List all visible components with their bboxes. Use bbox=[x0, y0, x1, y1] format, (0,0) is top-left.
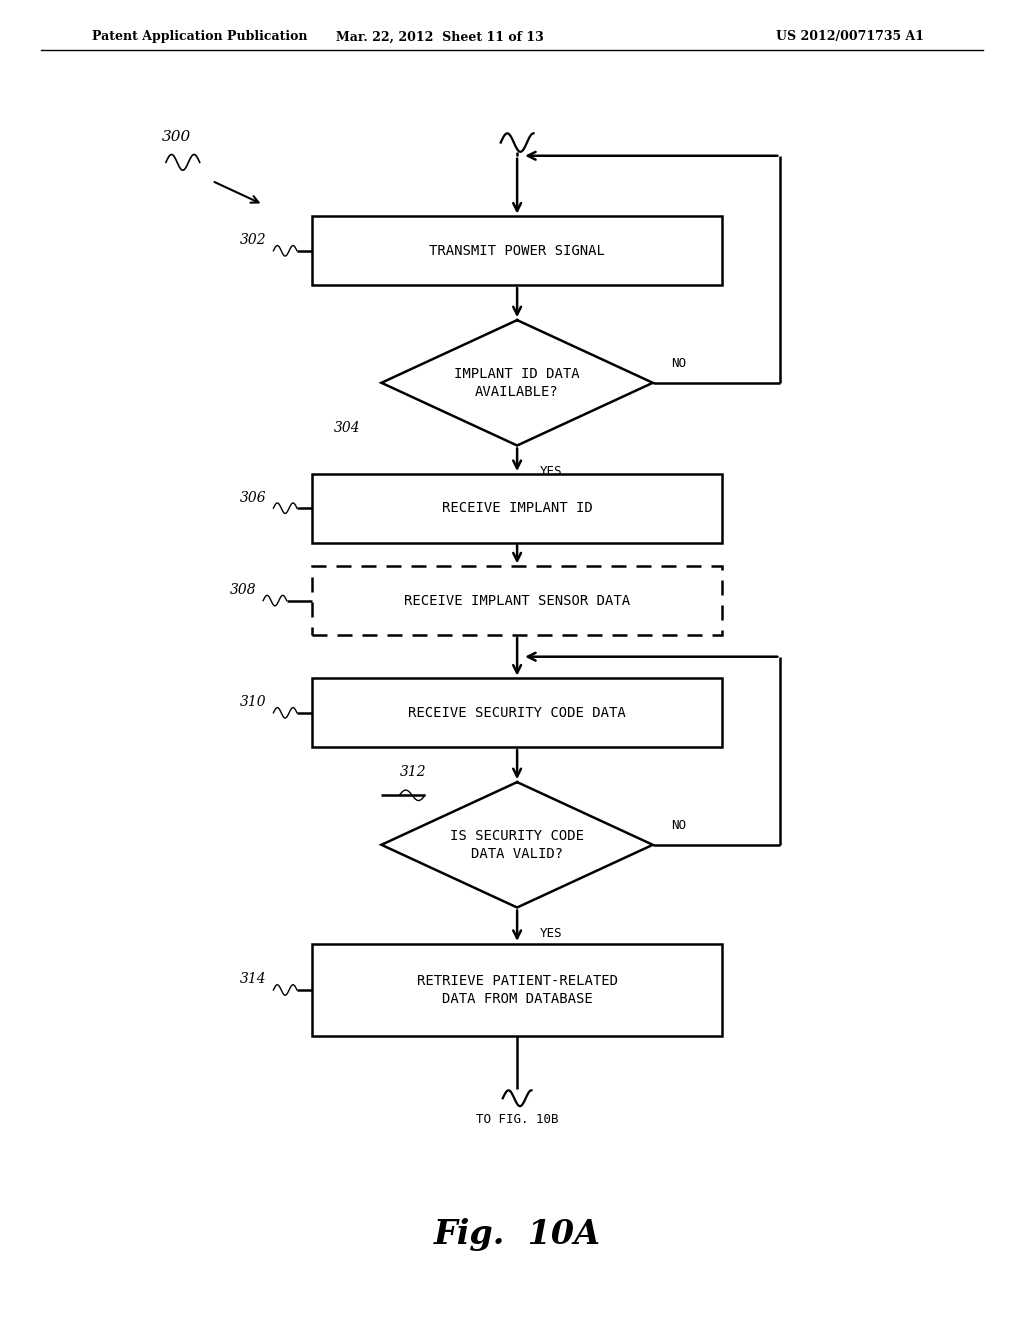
Text: YES: YES bbox=[540, 927, 562, 940]
Text: TO FIG. 10B: TO FIG. 10B bbox=[476, 1113, 558, 1126]
Text: TRANSMIT POWER SIGNAL: TRANSMIT POWER SIGNAL bbox=[429, 244, 605, 257]
Text: RECEIVE SECURITY CODE DATA: RECEIVE SECURITY CODE DATA bbox=[409, 706, 626, 719]
Text: 302: 302 bbox=[240, 234, 266, 247]
Text: RECEIVE IMPLANT SENSOR DATA: RECEIVE IMPLANT SENSOR DATA bbox=[404, 594, 630, 607]
Bar bbox=[312, 566, 722, 635]
Text: RETRIEVE PATIENT-RELATED
DATA FROM DATABASE: RETRIEVE PATIENT-RELATED DATA FROM DATAB… bbox=[417, 974, 617, 1006]
Text: IS SECURITY CODE
DATA VALID?: IS SECURITY CODE DATA VALID? bbox=[451, 829, 584, 861]
Text: US 2012/0071735 A1: US 2012/0071735 A1 bbox=[776, 30, 924, 44]
Text: RECEIVE IMPLANT ID: RECEIVE IMPLANT ID bbox=[441, 502, 593, 515]
Bar bbox=[312, 216, 722, 285]
Text: 308: 308 bbox=[229, 583, 256, 597]
Bar bbox=[312, 678, 722, 747]
Text: 300: 300 bbox=[162, 131, 191, 144]
Text: YES: YES bbox=[540, 465, 562, 478]
Text: Fig.  10A: Fig. 10A bbox=[433, 1217, 601, 1251]
Text: 310: 310 bbox=[240, 696, 266, 709]
Text: NO: NO bbox=[672, 356, 686, 370]
Bar bbox=[312, 474, 722, 543]
Bar bbox=[312, 944, 722, 1036]
Text: 304: 304 bbox=[334, 421, 360, 436]
Text: NO: NO bbox=[672, 818, 686, 832]
Text: 306: 306 bbox=[240, 491, 266, 504]
Text: IMPLANT ID DATA
AVAILABLE?: IMPLANT ID DATA AVAILABLE? bbox=[455, 367, 580, 399]
Text: 314: 314 bbox=[240, 973, 266, 986]
Text: Mar. 22, 2012  Sheet 11 of 13: Mar. 22, 2012 Sheet 11 of 13 bbox=[337, 30, 544, 44]
Text: 312: 312 bbox=[399, 764, 426, 779]
Text: Patent Application Publication: Patent Application Publication bbox=[92, 30, 307, 44]
